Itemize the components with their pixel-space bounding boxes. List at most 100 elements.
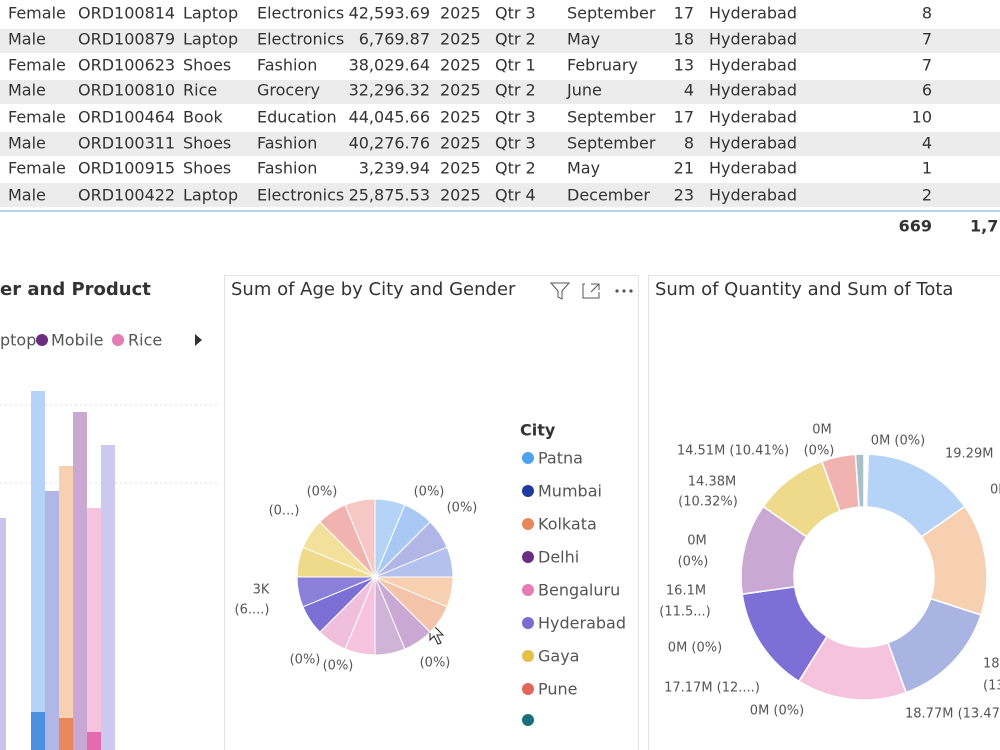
table-cell: 42,593.69: [349, 4, 430, 23]
data-label: 0M: [812, 423, 832, 438]
bar: [59, 466, 73, 750]
row-bg: [0, 29, 1000, 53]
table-cell: February: [567, 56, 638, 75]
left-title: er and Product: [0, 279, 151, 300]
data-label: (0%): [290, 653, 321, 668]
data-label: (0%): [804, 444, 835, 459]
legend-dot: [522, 551, 534, 563]
data-label: 0M: [687, 534, 707, 549]
table-cell: Laptop: [183, 4, 238, 23]
data-label: (0%): [420, 656, 451, 671]
table-cell: 2025: [440, 134, 481, 153]
table-cell: ORD100915: [78, 159, 175, 178]
table-cell: 44,045.66: [349, 108, 430, 127]
table-cell: Education: [257, 108, 337, 127]
legend-dot: [522, 683, 534, 695]
table-cell: 2: [922, 186, 932, 205]
bar: [31, 391, 45, 750]
table-cell: 2025: [440, 4, 481, 23]
table-cell: Female: [8, 4, 66, 23]
donut-slice: [854, 453, 865, 508]
table-cell: 4: [684, 81, 694, 100]
table-cell: 38,029.64: [349, 56, 430, 75]
table-cell: Male: [8, 81, 46, 100]
data-label: (6....): [235, 603, 270, 618]
legend-dot: [522, 452, 534, 464]
legend-label: Bengaluru: [538, 581, 620, 600]
pie-panel: [224, 275, 639, 750]
legend-dot: [522, 584, 534, 596]
legend-label: Patna: [538, 449, 583, 468]
table-cell: Hyderabad: [709, 30, 797, 49]
table-cell: Shoes: [183, 159, 231, 178]
table-cell: May: [567, 159, 600, 178]
table-cell: ORD100810: [78, 81, 175, 100]
filter-icon[interactable]: [549, 282, 571, 300]
legend-dot: [522, 518, 534, 530]
table-cell: 18: [674, 30, 694, 49]
pie-title: Sum of Age by City and Gender: [231, 279, 516, 300]
table-cell: Fashion: [257, 159, 317, 178]
bar: [0, 518, 6, 750]
legend-next[interactable]: [195, 334, 202, 346]
table-cell: June: [566, 81, 602, 100]
legend-title: City: [520, 421, 556, 440]
legend-dot: [36, 334, 48, 346]
table-cell: Qtr 2: [495, 159, 536, 178]
data-label: 17.17M (12....): [664, 681, 760, 696]
donut-panel: [648, 275, 1000, 750]
row-bg: [0, 80, 1000, 104]
data-label: (0%): [447, 501, 478, 516]
more-icon[interactable]: [615, 289, 633, 293]
bar: [87, 508, 101, 750]
table-cell: Qtr 1: [495, 56, 536, 75]
table-cell: 2025: [440, 30, 481, 49]
legend-label: Pune: [538, 680, 578, 699]
data-label: 0M (0%): [750, 704, 804, 719]
table-cell: 32,296.32: [349, 81, 430, 100]
data-label: (13: [983, 679, 1000, 694]
legend-dot: [522, 485, 534, 497]
table-cell: Fashion: [257, 134, 317, 153]
row-bg: [0, 132, 1000, 156]
table-cell: Book: [183, 108, 224, 127]
data-label: 18.77M (13.47: [905, 707, 1000, 722]
legend-label: Mumbai: [538, 482, 602, 501]
table-cell: 10: [912, 108, 932, 127]
table-cell: Qtr 3: [495, 108, 536, 127]
table-cell: 7: [922, 30, 932, 49]
pie-slice: [344, 498, 376, 578]
data-label: 3K: [253, 583, 270, 598]
table-cell: 2025: [440, 56, 481, 75]
table-cell: 7: [922, 56, 932, 75]
data-label: 0M (0%): [871, 434, 925, 449]
data-label: (11.5...): [659, 605, 711, 620]
bar: [87, 732, 101, 750]
legend-dot: [522, 650, 534, 662]
data-label: (10.32%): [678, 495, 738, 510]
table-total: 1,71: [970, 217, 1000, 236]
table-cell: ORD100311: [78, 134, 175, 153]
data-label: 14.51M (10.41%): [677, 444, 789, 459]
table-cell: Qtr 3: [495, 134, 536, 153]
bar: [73, 412, 87, 750]
table-cell: ORD100814: [78, 4, 175, 23]
table-cell: Electronics: [257, 186, 344, 205]
table-cell: 40,276.76: [349, 134, 430, 153]
data-label: 19.29M: [945, 447, 993, 462]
focus-icon[interactable]: [582, 283, 600, 299]
table-cell: Qtr 4: [495, 186, 536, 205]
legend-label: Mobile: [51, 331, 103, 350]
table-cell: ORD100623: [78, 56, 175, 75]
table-cell: Fashion: [257, 56, 317, 75]
bar: [59, 718, 73, 750]
table-cell: Grocery: [257, 81, 320, 100]
table-cell: 2025: [440, 159, 481, 178]
table-cell: 17: [674, 4, 694, 23]
table-cell: 8: [684, 134, 694, 153]
table-cell: Shoes: [183, 134, 231, 153]
table-cell: Qtr 2: [495, 30, 536, 49]
table-cell: 2025: [440, 108, 481, 127]
data-label: 18: [983, 657, 1000, 672]
